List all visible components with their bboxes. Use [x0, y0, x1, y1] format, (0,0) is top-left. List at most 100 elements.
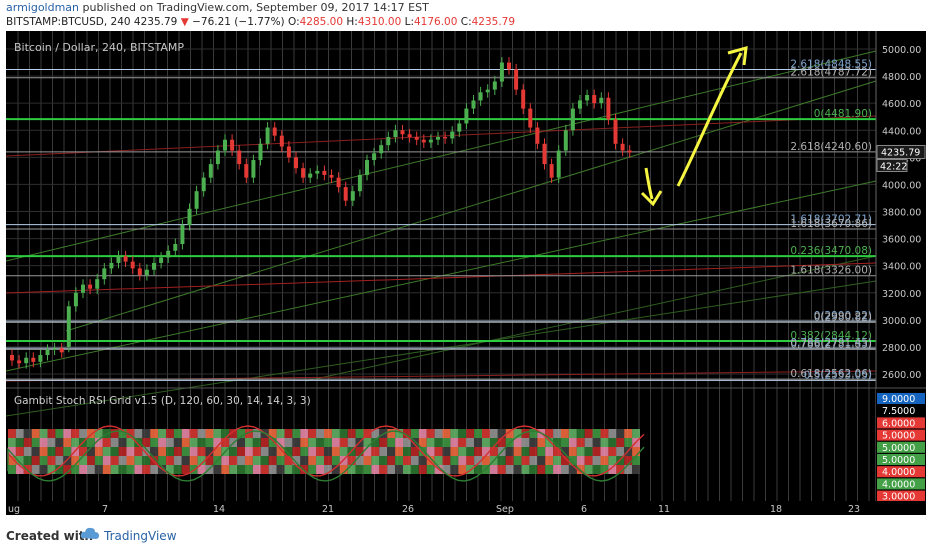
rsi-grid-cell: [292, 438, 301, 447]
annotation-arrows: [640, 45, 748, 207]
rsi-grid-cell: [150, 429, 159, 438]
rsi-grid-cell: [110, 456, 119, 465]
rsi-grid-cell: [371, 456, 380, 465]
rsi-grid-cell: [482, 456, 490, 465]
rsi-grid-cell: [497, 438, 506, 447]
price-chart-svg[interactable]: 2.618(4848.55)2.618(4787.72) 0(4481.90) 2.…: [6, 31, 926, 515]
rsi-grid-cell: [205, 456, 214, 465]
rsi-grid-cell: [489, 465, 498, 474]
candle-body: [152, 262, 156, 270]
indicator-scale: 9.00007.50006.00005.00005.00005.00004.00…: [876, 389, 926, 503]
rsi-grid-cell: [434, 456, 443, 465]
rsi-grid-cell: [87, 465, 95, 474]
rsi-grid-cell: [410, 456, 419, 465]
rsi-grid-cell: [300, 429, 309, 438]
rsi-grid-cell: [39, 456, 48, 465]
price-tick-label: 4600.00: [882, 99, 921, 110]
candle-body: [24, 357, 29, 364]
current-price-label: 4235.79: [881, 147, 920, 158]
candle-body: [450, 131, 455, 139]
rsi-grid-cell: [410, 465, 419, 474]
candle-body: [123, 256, 128, 262]
rsi-grid-cell: [142, 438, 151, 447]
candle-body: [173, 244, 178, 251]
rsi-grid-cell: [158, 456, 166, 465]
rsi-grid-cell: [71, 429, 80, 438]
rsi-grid-cell: [600, 447, 609, 456]
countdown-tag: [876, 158, 908, 172]
candle-body: [166, 250, 171, 258]
rsi-grid-cell: [23, 456, 32, 465]
rsi-grid-cell: [197, 447, 206, 456]
price-axis[interactable]: 5000.004800.004600.004400.004200.004000.…: [875, 31, 926, 501]
rsi-grid-cell: [442, 438, 451, 447]
rsi-grid-cell: [292, 456, 301, 465]
indicator-title: Gambit Stoch RSI Grid v1.5 (D, 120, 60, …: [14, 395, 311, 407]
rsi-grid-cell: [260, 456, 269, 465]
rsi-grid-cell: [134, 438, 143, 447]
chart-area[interactable]: 2.618(4848.55) 2.618(4787.72) 0(4481.90) 2.…: [6, 31, 926, 515]
candle-body: [223, 139, 227, 151]
rsi-grid-cell: [300, 465, 309, 474]
candle-body: [137, 268, 142, 276]
tradingview-cloud-icon[interactable]: [80, 526, 100, 546]
rsi-grid-cell: [268, 456, 277, 465]
rsi-grid-cell: [339, 465, 348, 474]
candle-body: [95, 279, 100, 289]
date-tick-label: 18: [770, 504, 782, 515]
rsi-grid-cell: [237, 438, 245, 447]
rsi-grid-cell: [371, 438, 380, 447]
date-tick-label: 6: [581, 504, 587, 515]
rsi-grid-cell: [47, 438, 56, 447]
rsi-grid-cell: [482, 438, 490, 447]
indicator-scale-label: 4.0000: [882, 467, 915, 478]
chart-title: Bitcoin / Dollar, 240, BITSTAMP: [14, 41, 184, 54]
fib-level-label: 1.618(3670.86): [790, 218, 872, 230]
price-tick-label: 3600.00: [882, 235, 921, 246]
tradingview-brand-link[interactable]: TradingView: [104, 529, 177, 543]
rsi-grid-cell: [418, 438, 427, 447]
candle-body: [507, 62, 511, 70]
rsi-grid-cell: [284, 438, 293, 447]
candle-body: [301, 168, 306, 178]
candle-body: [38, 355, 43, 362]
rsi-grid-cell: [513, 465, 522, 474]
rsi-grid-cell: [339, 438, 348, 447]
rsi-grid-cell: [355, 456, 364, 465]
rsi-grid-cell: [387, 438, 396, 447]
rsi-grid-cell: [592, 456, 601, 465]
rsi-grid-cell: [15, 465, 24, 474]
rsi-grid-cell: [39, 429, 48, 438]
date-axis[interactable]: ug 7 14 21 26 Sep 6 11 18 23: [6, 501, 926, 515]
fib-level-label: 1.618(3326.00): [790, 265, 872, 277]
rsi-grid-cell: [450, 447, 459, 456]
rsi-grid-cell: [166, 447, 174, 456]
author-link[interactable]: armigoldman: [6, 1, 80, 14]
rsi-grid-cell: [458, 429, 467, 438]
rsi-grid-cell: [110, 429, 119, 438]
rsi-grid-cell: [126, 429, 135, 438]
rsi-grid-cell: [102, 438, 111, 447]
open-label: O:: [288, 16, 300, 28]
candle-body: [464, 108, 469, 124]
rsi-grid-cell: [347, 429, 356, 438]
candle-body: [215, 150, 220, 165]
date-tick-label: 7: [102, 504, 108, 515]
rsi-grid-cell: [489, 447, 498, 456]
candle-body: [159, 257, 164, 263]
candle-body: [549, 164, 554, 178]
rsi-grid-cell: [205, 438, 214, 447]
rsi-grid-cell: [529, 447, 538, 456]
candle-body: [329, 174, 334, 178]
price-tick-label: 2600.00: [882, 370, 921, 381]
date-tick-label: 14: [213, 504, 225, 515]
rsi-grid-cell: [379, 447, 388, 456]
stoch-k-line: [7, 425, 645, 477]
rsi-grid-cell: [576, 456, 585, 465]
candle-body: [585, 95, 590, 101]
rsi-grid-cell: [292, 429, 301, 438]
candle-body: [258, 143, 263, 161]
candle-body: [88, 284, 93, 289]
rsi-grid-cell: [158, 438, 166, 447]
fib-level-label: 2.618(4848.55): [790, 59, 872, 71]
